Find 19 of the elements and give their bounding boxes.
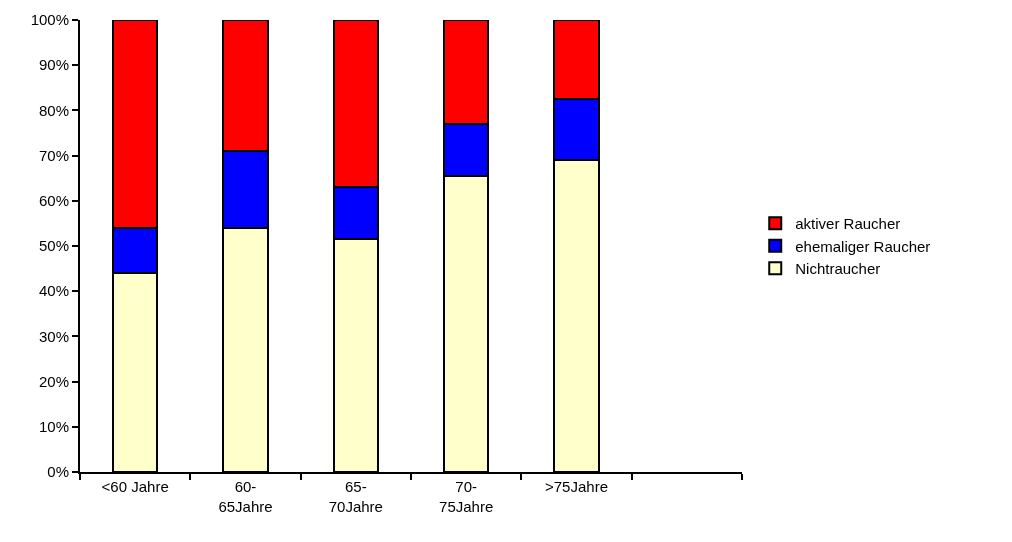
y-tick-label: 80%: [38, 101, 69, 119]
y-tick-label: 10%: [38, 418, 69, 436]
legend-label: aktiver Raucher: [795, 215, 901, 233]
x-tick-label: 60- 65Jahre: [218, 478, 273, 515]
y-tick-label: 50%: [38, 237, 69, 255]
y-tick-label: 100%: [30, 11, 69, 29]
y-tick-label: 30%: [38, 327, 69, 345]
x-tick-label: 70- 75Jahre: [439, 478, 494, 515]
y-tick-label: 70%: [38, 146, 69, 164]
y-tick-label: 0%: [47, 463, 69, 481]
legend-label: Nichtraucher: [795, 260, 881, 278]
y-tick-label: 90%: [38, 56, 69, 74]
x-tick-label: <60 Jahre: [101, 478, 169, 495]
y-tick-label: 60%: [38, 192, 69, 210]
y-tick-label: 20%: [38, 372, 69, 390]
x-tick-label: >75Jahre: [545, 478, 608, 495]
y-tick-label: 40%: [38, 282, 69, 300]
x-tick-label: 65- 70Jahre: [328, 478, 383, 515]
legend-label: ehemaliger Raucher: [795, 237, 931, 255]
